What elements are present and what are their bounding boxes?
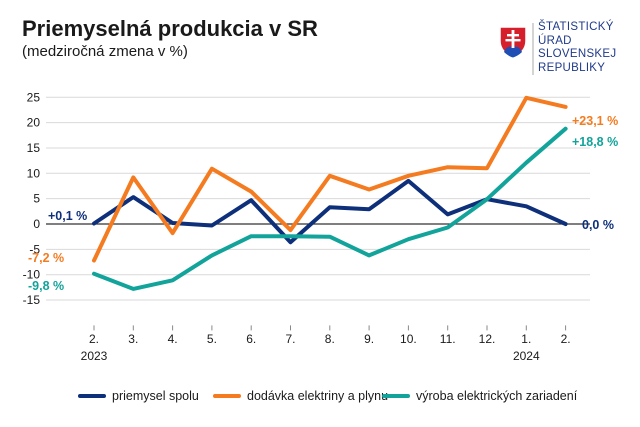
data-label: -9,8 % xyxy=(28,279,64,293)
logo-text: ŠTATISTICKÝ ÚRAD SLOVENSKEJ REPUBLIKY xyxy=(538,21,616,75)
logo-line: REPUBLIKY xyxy=(538,61,606,74)
x-tick-label: 9. xyxy=(364,332,374,346)
x-tick-label: 11. xyxy=(440,332,456,346)
data-label: +0,1 % xyxy=(48,209,87,223)
y-tick-label: 25 xyxy=(27,90,41,104)
legend-item-priemysel-spolu: priemysel spolu xyxy=(78,389,199,403)
legend-item-dodavka-elektriny: dodávka elektriny a plynu xyxy=(213,389,388,403)
x-tick-label: 4. xyxy=(168,332,178,346)
data-label: +23,1 % xyxy=(572,114,618,128)
y-tick-label: 20 xyxy=(27,116,41,130)
y-tick-label: -5 xyxy=(29,242,40,256)
legend-label: výroba elektrických zariadení xyxy=(416,389,578,403)
data-label: 0,0 % xyxy=(582,218,614,232)
y-tick-label: 15 xyxy=(27,141,41,155)
logo-divider xyxy=(532,23,534,75)
y-tick-label: 0 xyxy=(33,217,40,231)
legend-label: dodávka elektriny a plynu xyxy=(247,389,389,403)
x-tick-label: 7. xyxy=(285,332,295,346)
x-tick-label: 2. xyxy=(89,332,99,346)
legend-swatch xyxy=(213,394,241,398)
y-tick-label: 10 xyxy=(27,166,41,180)
x-tick-label: 10. xyxy=(400,332,417,346)
year-label: 2023 xyxy=(81,349,108,363)
statistical-office-logo: ŠTATISTICKÝ ÚRAD SLOVENSKEJ REPUBLIKY xyxy=(498,21,628,77)
logo-line: ÚRAD xyxy=(538,34,572,47)
y-tick-label: -10 xyxy=(23,268,41,282)
chart-subtitle: (medziročná zmena v %) xyxy=(22,43,188,60)
x-tick-label: 2. xyxy=(561,332,571,346)
y-tick-label: 5 xyxy=(33,192,40,206)
legend-swatch xyxy=(78,394,106,398)
x-tick-label: 12. xyxy=(479,332,496,346)
legend-item-vyroba-elektrickych-zariadeni: výroba elektrických zariadení xyxy=(382,389,577,403)
data-label: -7,2 % xyxy=(28,251,64,265)
year-label: 2024 xyxy=(513,349,540,363)
x-tick-label: 5. xyxy=(207,332,217,346)
legend-label: priemysel spolu xyxy=(112,389,199,403)
x-tick-label: 3. xyxy=(128,332,138,346)
y-tick-label: -15 xyxy=(23,293,41,307)
slovak-coat-of-arms-icon xyxy=(499,26,527,59)
logo-line: SLOVENSKEJ xyxy=(538,48,617,60)
x-tick-label: 6. xyxy=(246,332,256,346)
data-label: +18,8 % xyxy=(572,135,618,149)
x-tick-label: 8. xyxy=(325,332,335,346)
logo-line: ŠTATISTICKÝ xyxy=(538,21,614,33)
legend-swatch xyxy=(382,394,410,398)
x-tick-label: 1. xyxy=(521,332,531,346)
chart-legend: priemysel spolu dodávka elektriny a plyn… xyxy=(0,389,640,409)
chart-title: Priemyselná produkcia v SR xyxy=(22,16,318,41)
